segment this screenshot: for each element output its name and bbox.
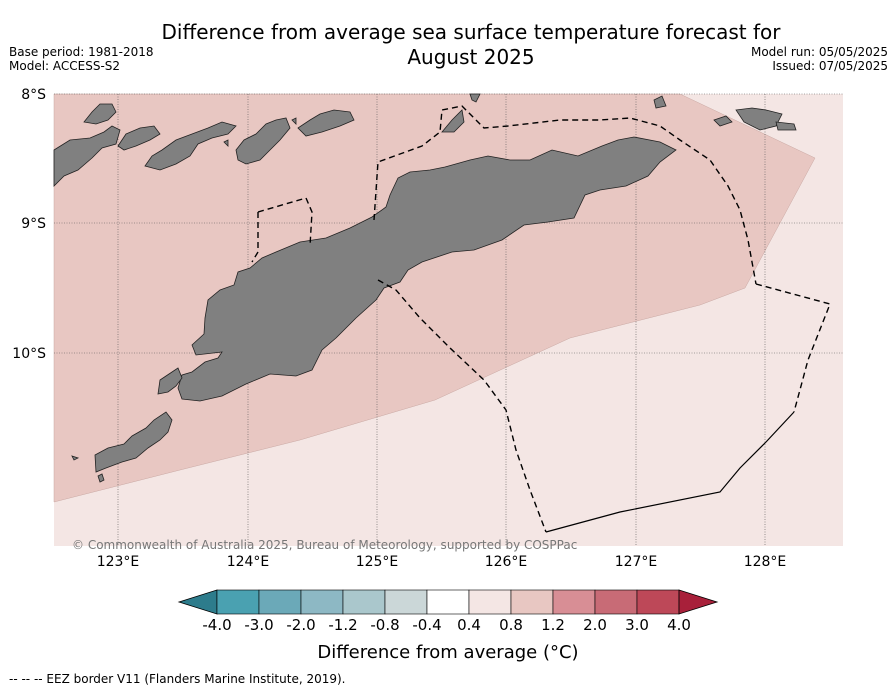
island-north-6 [653, 95, 667, 109]
timor-island [177, 136, 677, 402]
colorbar-swatch [342, 589, 386, 615]
colorbar-swatch [552, 589, 596, 615]
eez-legend-note: -- -- -- EEZ border V11 (Flanders Marine… [9, 672, 346, 686]
island-north-3 [144, 121, 237, 171]
colorbar-extend-high [678, 589, 719, 615]
colorbar-tick-label: 0.4 [457, 616, 481, 634]
colorbar-tick-label: 1.2 [541, 616, 565, 634]
anomaly-band [53, 93, 816, 503]
lon-tick-126e: 126°E [485, 554, 528, 570]
colorbar: -4.0 -3.0 -2.0 -1.2 -0.8 -0.4 0.4 0.8 1.2 2.0 3.0 4… [177, 589, 719, 634]
base-period: Base period: 1981-2018 [9, 45, 154, 59]
island-north-10 [469, 93, 481, 103]
meta-left: Base period: 1981-2018 Model: ACCESS-S2 [9, 45, 154, 73]
colorbar-tick-label: -2.0 [286, 616, 315, 634]
colorbar-swatch [510, 589, 554, 615]
colorbar-tick-label: 2.0 [583, 616, 607, 634]
lon-tick-125e: 125°E [356, 554, 399, 570]
colorbar-swatch [594, 589, 638, 615]
colorbar-tick-label: 3.0 [625, 616, 649, 634]
small-island-west-3 [97, 473, 105, 483]
island-north-4 [235, 117, 291, 165]
colorbar-swatch [216, 589, 260, 615]
small-island-west-4 [71, 455, 80, 461]
colorbar-tick-label: -4.0 [202, 616, 231, 634]
colorbar-tick-labels: -4.0 -3.0 -2.0 -1.2 -0.8 -0.4 0.4 0.8 1.2 2.0 3.0 4… [202, 616, 691, 634]
flores-island [53, 125, 121, 187]
colorbar-swatch [636, 589, 680, 615]
island-north-11 [223, 139, 229, 147]
page-title: Difference from average sea surface temp… [130, 20, 812, 70]
lon-tick-123e: 123°E [97, 554, 140, 570]
eez-border [251, 105, 831, 533]
lon-tick-labels: 123°E 124°E 125°E 126°E 127°E 128°E [97, 554, 787, 570]
eez-border-solid [545, 411, 795, 533]
colorbar-tick-label: -0.8 [370, 616, 399, 634]
colorbar-swatch [258, 589, 302, 615]
small-island-west-2 [94, 411, 173, 473]
island-north-8 [713, 115, 733, 127]
lat-tick-10s: 10°S [12, 346, 46, 362]
issued-date: Issued: 07/05/2025 [772, 59, 888, 73]
colorbar-label: Difference from average (°C) [317, 642, 579, 663]
colorbar-tick-label: -3.0 [244, 616, 273, 634]
lat-tick-8s: 8°S [21, 87, 46, 103]
lat-tick-9s: 9°S [21, 216, 46, 232]
meta-right: Model run: 05/05/2025 Issued: 07/05/2025 [751, 45, 888, 73]
small-island-west-1 [157, 367, 183, 395]
colorbar-swatches [177, 589, 719, 615]
colorbar-swatch [384, 589, 428, 615]
island-north-5 [441, 109, 465, 133]
colorbar-swatch [300, 589, 344, 615]
island-north-1 [83, 103, 117, 125]
colorbar-swatch [426, 589, 470, 615]
colorbar-tick-label: 0.8 [499, 616, 523, 634]
colorbar-tick-label: -1.2 [328, 616, 357, 634]
lon-tick-128e: 128°E [744, 554, 787, 570]
colorbar-tick-label: -0.4 [412, 616, 441, 634]
lon-tick-124e: 124°E [227, 554, 270, 570]
colorbar-tick-label: 4.0 [667, 616, 691, 634]
land-masses [53, 93, 797, 483]
island-north-12 [291, 117, 297, 125]
island-north-2 [117, 125, 161, 151]
title-line-1: Difference from average sea surface temp… [161, 20, 781, 44]
island-north-9 [775, 121, 797, 131]
model-run: Model run: 05/05/2025 [750, 45, 888, 59]
lon-tick-127e: 127°E [615, 554, 658, 570]
title-line-2: August 2025 [407, 45, 535, 69]
island-north-7 [735, 107, 783, 131]
colorbar-extend-low [177, 589, 218, 615]
alor-island [297, 109, 355, 137]
copyright-text: © Commonwealth of Australia 2025, Bureau… [72, 538, 577, 552]
map-panel: © Commonwealth of Australia 2025, Bureau… [12, 87, 843, 570]
colorbar-swatch [468, 589, 512, 615]
model-name: Model: ACCESS-S2 [9, 59, 121, 73]
lat-tick-labels: 8°S 9°S 10°S [12, 87, 46, 362]
